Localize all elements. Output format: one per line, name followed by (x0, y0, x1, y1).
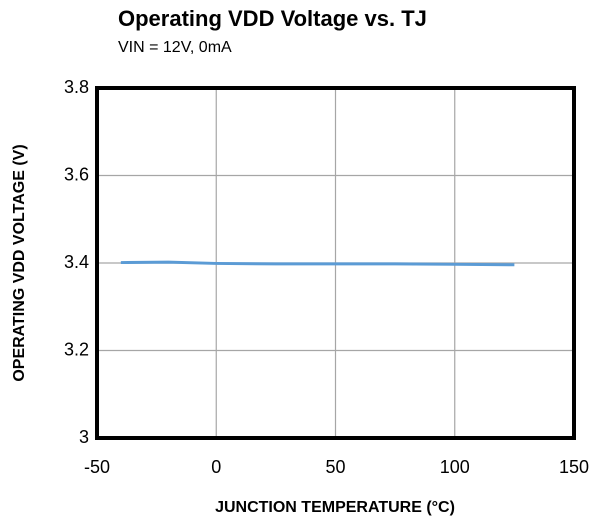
y-axis-label: OPERATING VDD VOLTAGE (V) (11, 144, 28, 381)
y-tick-label: 3.2 (64, 339, 89, 359)
y-tick-label: 3 (79, 427, 89, 447)
x-axis-label: JUNCTION TEMPERATURE (°C) (215, 499, 455, 516)
chart-subtitle: VIN = 12V, 0mA (118, 39, 232, 56)
data-line (120, 260, 515, 267)
plot-border (95, 86, 576, 440)
x-tick-label: 0 (211, 457, 221, 477)
x-tick-label: 50 (325, 457, 345, 477)
y-tick-label: 3.4 (64, 252, 89, 272)
x-tick-label: -50 (84, 457, 110, 477)
x-tick-label: 150 (559, 457, 589, 477)
y-tick-label: 3.8 (64, 77, 89, 97)
y-tick-label: 3.6 (64, 164, 89, 184)
chart-title: Operating VDD Voltage vs. TJ (118, 6, 427, 31)
x-tick-label: 100 (440, 457, 470, 477)
